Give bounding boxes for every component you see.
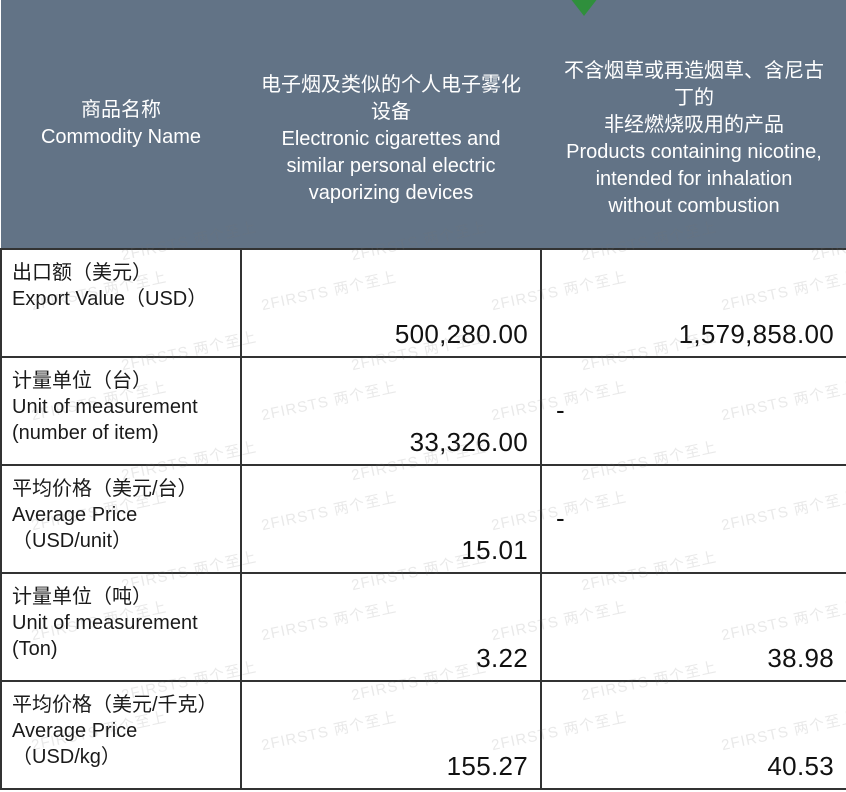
row-value-c3: 38.98 — [541, 573, 846, 681]
row-value-c2: 155.27 — [241, 681, 541, 789]
row-value-c2: 15.01 — [241, 465, 541, 573]
row-label-en-l1: Unit of measurement — [12, 394, 228, 420]
table-row: 平均价格（美元/台） Average Price （USD/unit） 15.0… — [1, 465, 846, 573]
commodity-table: 商品名称 Commodity Name 电子烟及类似的个人电子雾化设备 Elec… — [0, 0, 846, 790]
table-header-row: 商品名称 Commodity Name 电子烟及类似的个人电子雾化设备 Elec… — [1, 0, 846, 249]
header-col-ecig: 电子烟及类似的个人电子雾化设备 Electronic cigarettes an… — [241, 0, 541, 249]
header-col3-en-l2: intended for inhalation — [555, 166, 833, 193]
header-col1-cn: 商品名称 — [15, 97, 227, 124]
row-label-en-l2: （USD/unit） — [12, 528, 228, 554]
row-label-cn: 平均价格（美元/千克） — [12, 692, 228, 718]
row-label-cell: 平均价格（美元/千克） Average Price （USD/kg） — [1, 681, 241, 789]
header-col-commodity: 商品名称 Commodity Name — [1, 0, 241, 249]
row-label-en-l2: （USD/kg） — [12, 744, 228, 770]
header-col1-en: Commodity Name — [15, 124, 227, 151]
header-col3-en-l1: Products containing nicotine, — [555, 139, 833, 166]
cell-value: 40.53 — [767, 751, 834, 782]
row-label-cell: 出口额（美元） Export Value（USD） — [1, 249, 241, 357]
row-label-cn: 计量单位（吨） — [12, 584, 228, 610]
row-label-en-l2: (Ton) — [12, 636, 228, 662]
header-col2-en-l3: vaporizing devices — [255, 180, 527, 207]
row-label-en: Export Value（USD） — [12, 286, 228, 312]
row-label-en-l1: Unit of measurement — [12, 610, 228, 636]
cell-value: 1,579,858.00 — [679, 319, 834, 350]
header-pointer-icon — [570, 0, 598, 16]
row-label-cell: 计量单位（吨） Unit of measurement (Ton) — [1, 573, 241, 681]
row-value-c2: 500,280.00 — [241, 249, 541, 357]
cell-value: 15.01 — [461, 535, 528, 566]
row-value-c2: 33,326.00 — [241, 357, 541, 465]
cell-dash: - — [556, 395, 565, 426]
table-row: 计量单位（吨） Unit of measurement (Ton) 3.22 3… — [1, 573, 846, 681]
header-col2-cn: 电子烟及类似的个人电子雾化设备 — [255, 72, 527, 126]
row-value-c3: 40.53 — [541, 681, 846, 789]
row-label-cell: 计量单位（台） Unit of measurement (number of i… — [1, 357, 241, 465]
row-label-en-l1: Average Price — [12, 502, 228, 528]
row-value-c3: - — [541, 465, 846, 573]
header-col2-en-l2: similar personal electric — [255, 153, 527, 180]
cell-value: 38.98 — [767, 643, 834, 674]
row-value-c3: 1,579,858.00 — [541, 249, 846, 357]
row-label-en-l1: Average Price — [12, 718, 228, 744]
row-label-cn: 计量单位（台） — [12, 368, 228, 394]
row-label-en-l2: (number of item) — [12, 420, 228, 446]
header-col3-en-l3: without combustion — [555, 193, 833, 220]
table-row: 出口额（美元） Export Value（USD） 500,280.00 1,5… — [1, 249, 846, 357]
header-col3-cn-l1: 不含烟草或再造烟草、含尼古丁的 — [555, 58, 833, 112]
row-label-cn: 平均价格（美元/台） — [12, 476, 228, 502]
table-row: 计量单位（台） Unit of measurement (number of i… — [1, 357, 846, 465]
cell-value: 3.22 — [476, 643, 528, 674]
table-row: 平均价格（美元/千克） Average Price （USD/kg） 155.2… — [1, 681, 846, 789]
header-col-nicotine: 不含烟草或再造烟草、含尼古丁的 非经燃烧吸用的产品 Products conta… — [541, 0, 846, 249]
cell-value: 155.27 — [447, 751, 528, 782]
cell-value: 500,280.00 — [395, 319, 528, 350]
row-label-cn: 出口额（美元） — [12, 260, 228, 286]
row-value-c2: 3.22 — [241, 573, 541, 681]
cell-dash: - — [556, 503, 565, 534]
cell-value: 33,326.00 — [410, 427, 528, 458]
row-value-c3: - — [541, 357, 846, 465]
row-label-cell: 平均价格（美元/台） Average Price （USD/unit） — [1, 465, 241, 573]
header-col2-en-l1: Electronic cigarettes and — [255, 126, 527, 153]
header-col3-cn-l2: 非经燃烧吸用的产品 — [555, 112, 833, 139]
